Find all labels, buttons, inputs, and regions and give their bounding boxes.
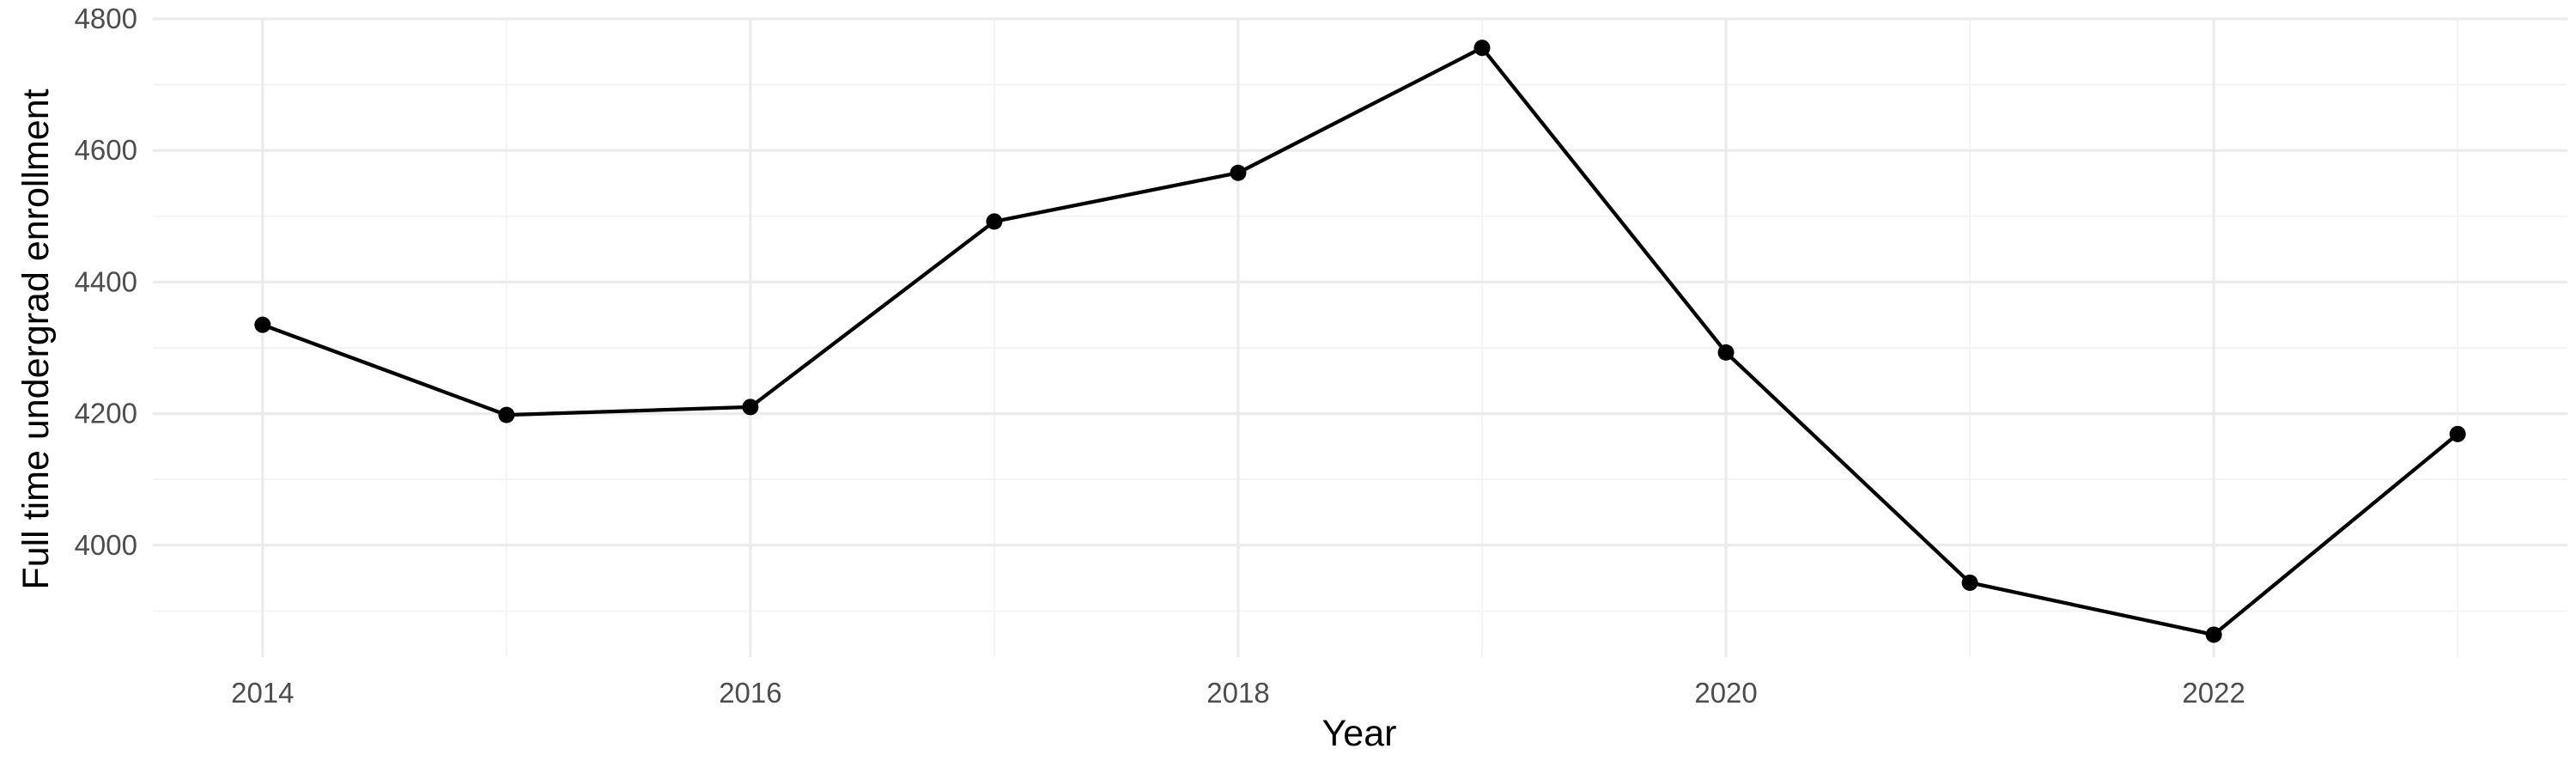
y-tick-label: 4200 — [75, 398, 137, 429]
data-point — [254, 316, 271, 333]
y-tick-label: 4400 — [75, 265, 137, 297]
data-point — [1230, 164, 1247, 181]
x-axis-tick-labels: 2014 2016 2018 2020 2022 — [231, 677, 2245, 709]
y-tick-label: 4600 — [75, 134, 137, 166]
minor-gridlines — [153, 19, 2567, 657]
x-tick-label: 2022 — [2182, 677, 2245, 709]
data-point — [2205, 626, 2222, 643]
major-gridlines — [153, 17, 2567, 657]
data-point — [1717, 344, 1735, 361]
x-tick-label: 2020 — [1694, 677, 1757, 709]
data-point — [2449, 425, 2466, 442]
x-tick-label: 2014 — [231, 677, 294, 709]
y-axis-title: Full time undergrad enrollment — [15, 88, 57, 589]
series-layer — [254, 40, 2466, 643]
x-tick-label: 2018 — [1206, 677, 1269, 709]
series-line — [262, 46, 2459, 637]
y-tick-label: 4800 — [75, 3, 137, 34]
x-tick-label: 2016 — [719, 677, 781, 709]
x-axis-title: Year — [1322, 713, 1397, 754]
y-tick-label: 4000 — [75, 529, 137, 561]
y-axis-tick-labels: 4000 4200 4400 4600 4800 — [75, 3, 137, 561]
data-point — [498, 406, 515, 423]
data-point — [1961, 574, 1978, 591]
data-point — [742, 399, 759, 416]
data-point — [1473, 40, 1491, 57]
data-point — [986, 213, 1003, 230]
